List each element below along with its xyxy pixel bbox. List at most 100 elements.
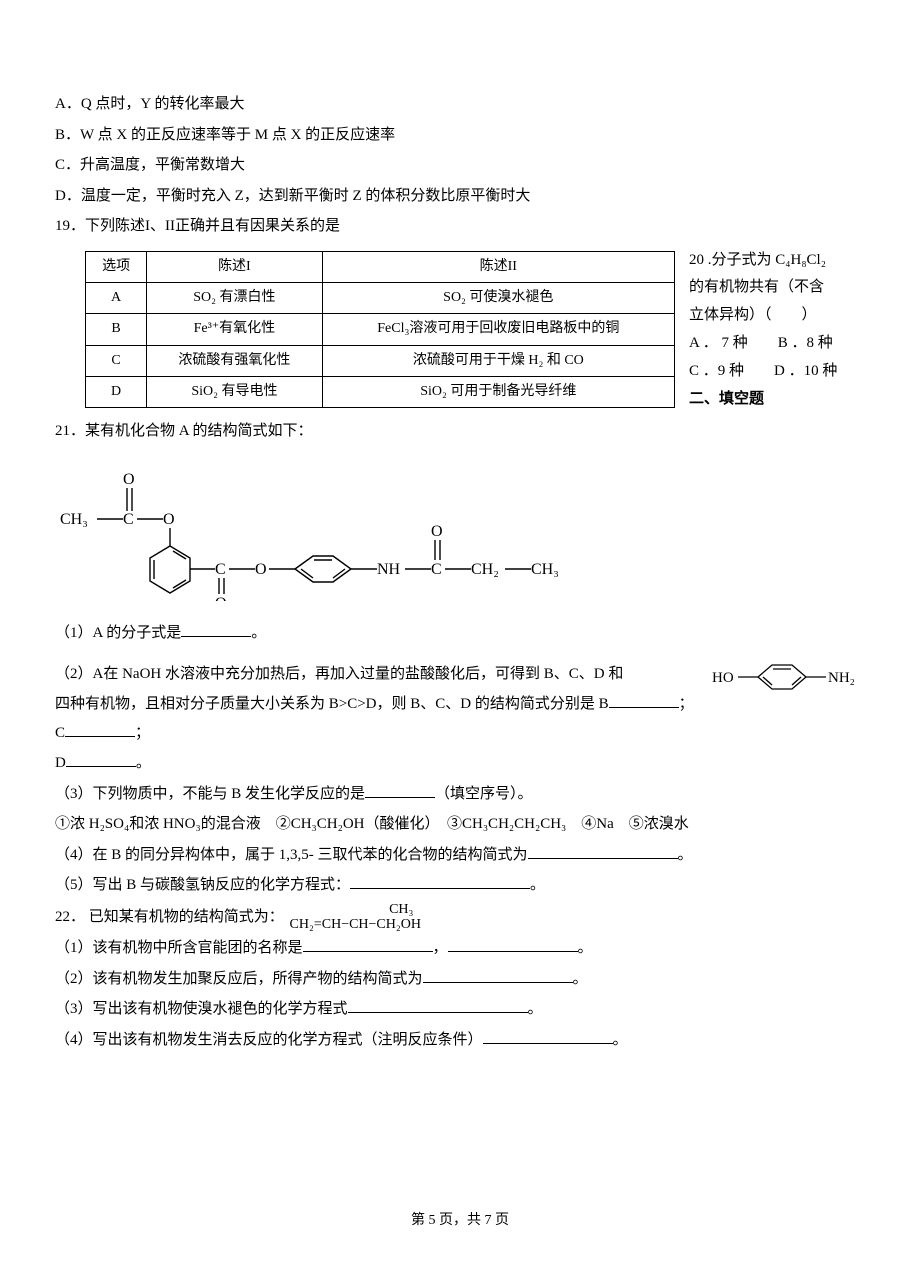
- q19-stem: 19．下列陈述I、II正确并且有因果关系的是: [55, 212, 865, 241]
- blank: [348, 997, 528, 1014]
- q19-content-row: 选项 陈述I 陈述II A SO₂ 有漂白性 SO₂ 可使溴水褪色 B Fe³⁺…: [55, 247, 865, 414]
- blank: [350, 873, 530, 890]
- q21-2e: D: [55, 755, 66, 771]
- q21-part2-line3: D。: [55, 749, 865, 778]
- svg-text:O: O: [163, 511, 175, 528]
- q22-1a: （1）该有机物中所含官能团的名称是: [55, 940, 303, 956]
- cell-s1: Fe³⁺有氧化性: [147, 314, 322, 345]
- q22-part3: （3）写出该有机物使溴水褪色的化学方程式 。: [55, 995, 865, 1024]
- q22-part2: （2）该有机物发生加聚反应后，所得产物的结构简式为 。: [55, 965, 865, 994]
- table-row: D SiO₂ 有导电性 SiO₂ 可用于制备光导纤维: [86, 377, 675, 408]
- cell-s1: SO₂ 有漂白性: [147, 282, 322, 313]
- q22-2a: （2）该有机物发生加聚反应后，所得产物的结构简式为: [55, 971, 423, 987]
- th-statement1: 陈述I: [147, 251, 322, 282]
- blank: [609, 692, 679, 709]
- q22-4b: 。: [613, 1032, 628, 1048]
- blank: [365, 781, 435, 798]
- q22-2b: 。: [573, 971, 588, 987]
- q22-1c: 。: [578, 940, 593, 956]
- q22-part1: （1）该有机物中所含官能团的名称是 ， 。: [55, 934, 865, 963]
- q21-structure: CH₃ C O O C O O: [55, 456, 865, 612]
- cell-s2: 浓硫酸可用于干燥 H₂ 和 CO: [322, 345, 674, 376]
- cell-s2: SiO₂ 可用于制备光导纤维: [322, 377, 674, 408]
- svg-text:HO: HO: [712, 670, 734, 686]
- svg-text:C: C: [215, 561, 226, 578]
- q20-line3: 立体异构）（ ）: [689, 302, 865, 330]
- option-b: B．W 点 X 的正反应速率等于 M 点 X 的正反应速率: [55, 121, 865, 150]
- th-statement2: 陈述II: [322, 251, 674, 282]
- cell-s2: FeCl₃溶液可用于回收废旧电路板中的铜: [322, 314, 674, 345]
- q22-text: 22． 已知某有机物的结构简式为：: [55, 908, 284, 924]
- q21-2b: 四种有机物，且相对分子质量大小关系为 B>C>D，则 B、C、D 的结构简式分别…: [55, 696, 609, 712]
- svg-text:O: O: [431, 523, 443, 540]
- q21-2f: 。: [136, 755, 151, 771]
- q21-1-tail: 。: [251, 625, 266, 641]
- q21-part5: （5）写出 B 与碳酸氢钠反应的化学方程式： 。: [55, 871, 865, 900]
- svg-text:C: C: [123, 511, 134, 528]
- svg-text:C: C: [431, 561, 442, 578]
- page-footer: 第 5 页，共 7 页: [0, 1208, 920, 1235]
- q22-3b: 。: [528, 1001, 543, 1017]
- svg-text:CH₂: CH₂: [471, 561, 499, 578]
- cell-opt: C: [86, 345, 147, 376]
- blank: [423, 966, 573, 983]
- q22-3a: （3）写出该有机物使溴水褪色的化学方程式: [55, 1001, 348, 1017]
- table-header-row: 选项 陈述I 陈述II: [86, 251, 675, 282]
- q21-4b: 。: [678, 847, 693, 863]
- q22-1b: ，: [433, 940, 448, 956]
- q21-1-text: （1）A 的分子式是: [55, 625, 181, 641]
- blank: [528, 842, 678, 859]
- q22-4a: （4）写出该有机物发生消去反应的化学方程式（注明反应条件）: [55, 1032, 483, 1048]
- q20-line2: 的有机物共有（不含: [689, 274, 865, 302]
- blank: [65, 720, 135, 737]
- blank: [66, 751, 136, 768]
- q21-part3: （3）下列物质中，不能与 B 发生化学反应的是 （填空序号）。: [55, 780, 865, 809]
- cell-opt: D: [86, 377, 147, 408]
- blank: [181, 621, 251, 638]
- q22-part4: （4）写出该有机物发生消去反应的化学方程式（注明反应条件） 。: [55, 1026, 865, 1055]
- option-a: A．Q 点时，Y 的转化率最大: [55, 90, 865, 119]
- svg-text:O: O: [215, 595, 227, 601]
- q22-stem: 22． 已知某有机物的结构简式为： CH₃ CH₂=CH−CH−CH₂OH: [55, 902, 865, 933]
- option-d: D．温度一定，平衡时充入 Z，达到新平衡时 Z 的体积分数比原平衡时大: [55, 182, 865, 211]
- phenol-amine-structure: HO NH₂: [710, 654, 865, 715]
- q20-line5: C ．9 种 D ．10 种: [689, 358, 865, 386]
- table-row: A SO₂ 有漂白性 SO₂ 可使溴水褪色: [86, 282, 675, 313]
- q21-part3-options: ①浓 H₂SO₄和浓 HNO₃的混合液 ②CH₃CH₂OH（酸催化） ③CH₃C…: [55, 810, 865, 839]
- q21-2d: ；: [135, 725, 150, 741]
- q19-table: 选项 陈述I 陈述II A SO₂ 有漂白性 SO₂ 可使溴水褪色 B Fe³⁺…: [85, 251, 675, 409]
- th-option: 选项: [86, 251, 147, 282]
- q20-line1: 20 .分子式为 C₄H₈Cl₂: [689, 247, 865, 275]
- cell-s2: SO₂ 可使溴水褪色: [322, 282, 674, 313]
- q21-3a: （3）下列物质中，不能与 B 发生化学反应的是: [55, 786, 365, 802]
- q21-4a: （4）在 B 的同分异构体中，属于 1,3,5- 三取代苯的化合物的结构简式为: [55, 847, 528, 863]
- side-column: 20 .分子式为 C₄H₈Cl₂ 的有机物共有（不含 立体异构）（ ） A ． …: [675, 247, 865, 414]
- q20-line4: A ． 7 种 B ．8 种: [689, 330, 865, 358]
- q22-formula-bot: CH₂=CH−CH−CH₂OH: [290, 917, 421, 932]
- blank: [448, 936, 578, 953]
- cell-s1: SiO₂ 有导电性: [147, 377, 322, 408]
- option-c: C．升高温度，平衡常数增大: [55, 151, 865, 180]
- q21-5b: 。: [530, 877, 545, 893]
- svg-text:CH₃: CH₃: [531, 561, 559, 578]
- section-2-heading: 二、填空题: [689, 385, 865, 413]
- compound-a-structure-icon: CH₃ C O O C O O: [55, 456, 615, 601]
- q21-part4: （4）在 B 的同分异构体中，属于 1,3,5- 三取代苯的化合物的结构简式为 。: [55, 841, 865, 870]
- svg-text:O: O: [255, 561, 267, 578]
- q22-formula-top: CH₃: [290, 902, 421, 917]
- q21-stem: 21．某有机化合物 A 的结构简式如下：: [55, 417, 865, 446]
- cell-opt: A: [86, 282, 147, 313]
- q21-3b: （填空序号）。: [435, 786, 533, 802]
- svg-text:O: O: [123, 471, 135, 488]
- table-row: B Fe³⁺有氧化性 FeCl₃溶液可用于回收废旧电路板中的铜: [86, 314, 675, 345]
- ho-benzene-nh2-icon: HO NH₂: [710, 654, 865, 704]
- cell-s1: 浓硫酸有强氧化性: [147, 345, 322, 376]
- table-row: C 浓硫酸有强氧化性 浓硫酸可用于干燥 H₂ 和 CO: [86, 345, 675, 376]
- q21-5a: （5）写出 B 与碳酸氢钠反应的化学方程式：: [55, 877, 350, 893]
- svg-text:NH₂: NH₂: [828, 670, 855, 686]
- cell-opt: B: [86, 314, 147, 345]
- blank: [303, 936, 433, 953]
- q22-formula: CH₃ CH₂=CH−CH−CH₂OH: [290, 902, 421, 933]
- q21-part1: （1）A 的分子式是 。: [55, 619, 865, 648]
- blank: [483, 1027, 613, 1044]
